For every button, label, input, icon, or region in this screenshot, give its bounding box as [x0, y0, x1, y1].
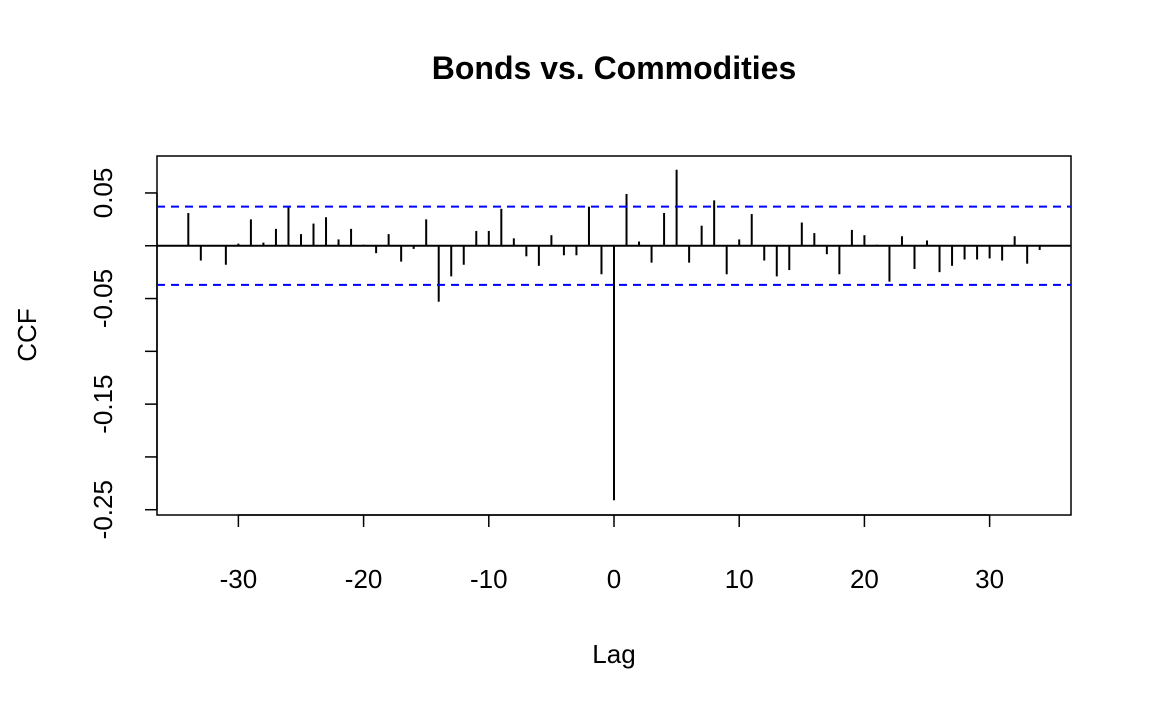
y-tick-label: -0.25 [88, 480, 118, 539]
chart-title: Bonds vs. Commodities [432, 50, 797, 86]
y-axis: 0.05 -0.05 -0.15 -0.25 [88, 168, 158, 539]
x-axis: -30 -20 -10 0 10 20 30 [220, 514, 1004, 594]
x-tick-label: 20 [850, 564, 879, 594]
y-axis-label: CCF [12, 308, 42, 361]
y-tick-label: 0.05 [88, 168, 118, 219]
x-axis-label: Lag [592, 639, 635, 669]
y-tick-label: -0.15 [88, 374, 118, 433]
ccf-bars [187, 169, 1041, 501]
x-tick-label: 30 [975, 564, 1004, 594]
x-tick-label: -30 [220, 564, 258, 594]
x-tick-label: -10 [470, 564, 508, 594]
x-tick-label: 10 [725, 564, 754, 594]
x-tick-label: 0 [607, 564, 621, 594]
x-tick-label: -20 [345, 564, 383, 594]
y-tick-label: -0.05 [88, 269, 118, 328]
